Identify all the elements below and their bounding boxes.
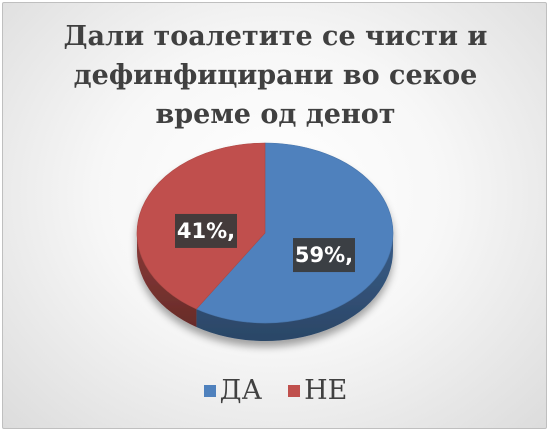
data-label-box: [293, 238, 356, 273]
pie-chart: 59%, 41%,: [136, 142, 394, 341]
legend-label: ДА: [219, 375, 263, 406]
legend-swatch: [288, 384, 301, 397]
chart-area: Дали тоалетите се чисти и дефинфицирани …: [2, 2, 547, 429]
chart-title: Дали тоалетите се чисти и дефинфицирани …: [63, 21, 488, 130]
legend-swatch: [203, 384, 216, 397]
data-label-ДА: 59%,: [293, 238, 356, 273]
legend-label: НЕ: [304, 375, 348, 406]
data-label-text: 59%,: [295, 243, 353, 267]
data-label-text: 41%,: [177, 219, 235, 243]
data-label-box: [174, 213, 237, 248]
data-label-НЕ: 41%,: [174, 213, 237, 248]
pie-slice-ДА: [195, 142, 394, 324]
legend-item-ДА: ДА: [203, 375, 263, 406]
pie-side-shade-ДА: [196, 233, 393, 341]
legend: ДА НЕ: [3, 375, 546, 406]
pie-side-shade-НЕ: [137, 233, 197, 327]
legend-item-НЕ: НЕ: [288, 375, 347, 406]
